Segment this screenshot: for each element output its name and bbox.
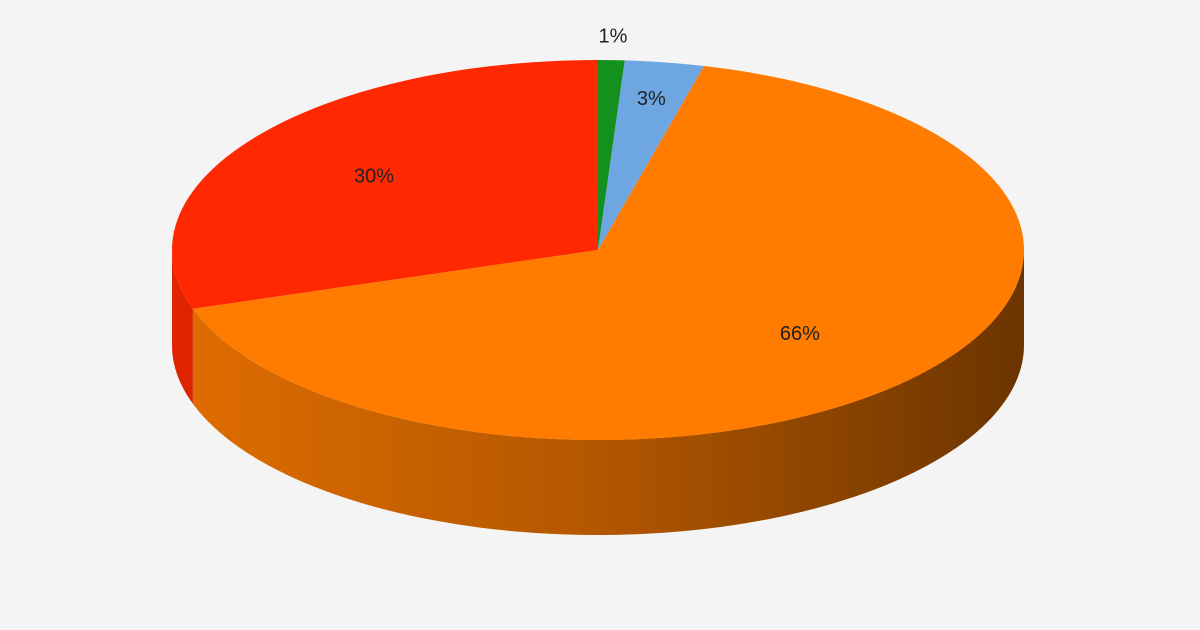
data-label: 1% <box>599 26 628 48</box>
slice <box>171 60 598 309</box>
side-shading <box>172 250 1024 535</box>
slice <box>598 60 704 250</box>
slice <box>598 60 625 250</box>
slice <box>192 65 1025 440</box>
data-label: 66% <box>780 323 820 345</box>
data-label: 3% <box>637 88 666 110</box>
data-label: 30% <box>354 166 394 188</box>
